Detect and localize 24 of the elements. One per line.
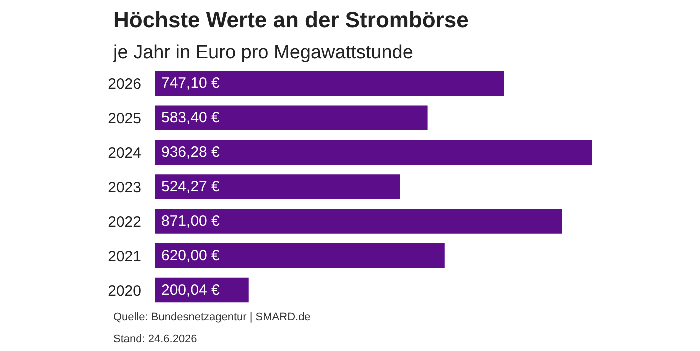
bar <box>156 106 428 131</box>
y-tick-label: 2022 <box>108 214 142 231</box>
y-tick-label: 2024 <box>108 145 142 162</box>
source-note: Quelle: Bundesnetzagentur | SMARD.de <box>114 312 311 324</box>
data-label: 200,04 € <box>162 282 221 299</box>
data-label: 747,10 € <box>162 75 221 92</box>
bar <box>156 71 504 96</box>
bar <box>156 174 400 200</box>
y-tick-label: 2020 <box>108 282 142 300</box>
data-label: 936,28 € <box>162 144 221 162</box>
chart-subtitle: je Jahr in Euro pro Megawattstunde <box>112 42 414 64</box>
bar <box>156 209 562 234</box>
data-label: 620,00 € <box>162 247 221 264</box>
text: Stand: 24.6.2026 <box>114 334 198 346</box>
bar <box>156 243 445 268</box>
y-tick-label: 2025 <box>108 110 142 128</box>
bar <box>156 140 592 165</box>
chart-title: Höchste Werte an der Strombörse <box>114 8 469 32</box>
data-label: 583,40 € <box>162 110 221 127</box>
y-tick-label: 2023 <box>108 180 142 196</box>
y-tick-label: 2021 <box>108 248 142 266</box>
data-label: 871,00 € <box>162 212 221 230</box>
y-tick-label: 2026 <box>108 76 142 94</box>
data-label: 524,27 € <box>162 178 221 196</box>
